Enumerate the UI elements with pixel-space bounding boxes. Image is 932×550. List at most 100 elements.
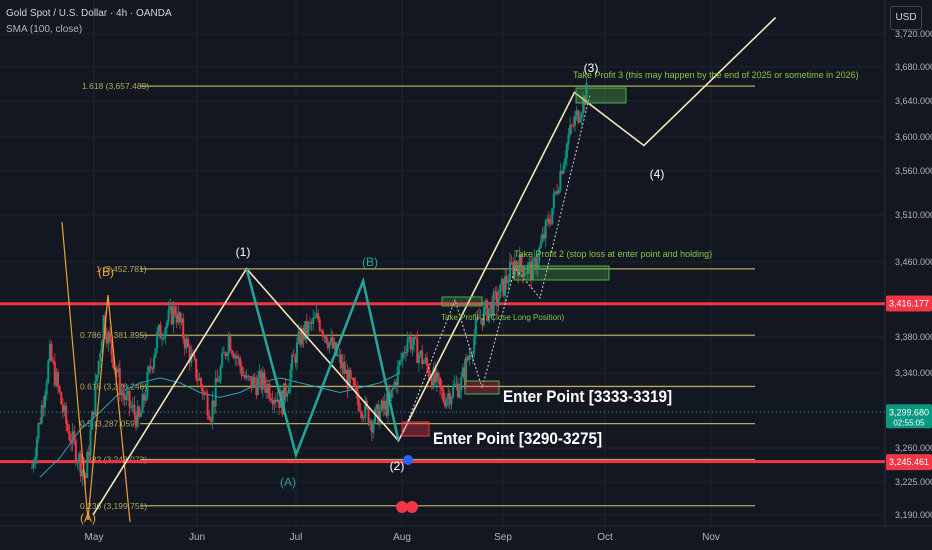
candle-body [564, 157, 567, 165]
candle-body [110, 340, 113, 356]
candle-body [549, 223, 552, 225]
candle-body [578, 118, 581, 123]
candle-body [339, 354, 342, 369]
candle-body [187, 338, 190, 347]
candle-body [182, 318, 185, 339]
candle-body [482, 306, 485, 326]
x-tick-label: Aug [393, 532, 411, 543]
candle-body [497, 298, 500, 306]
candle-body [331, 337, 334, 349]
price-tag-label: 3,299.680 [889, 407, 929, 417]
candle-body [552, 193, 555, 209]
candle-body [419, 350, 422, 355]
x-tick-label: May [85, 532, 104, 543]
candle-body [92, 411, 95, 416]
candle-body [284, 383, 287, 397]
candle-body [499, 284, 502, 299]
candle-body [295, 342, 298, 363]
candle-body [138, 406, 141, 417]
candle-body [216, 378, 219, 382]
candle-body [271, 400, 274, 405]
candle-body [63, 405, 66, 413]
candle-body [255, 382, 258, 396]
fib-level-label: 0.382 (3,248.073) [80, 455, 147, 465]
sma-line [39, 372, 401, 478]
wave-label: (A) [280, 475, 296, 489]
candle-body [391, 387, 394, 390]
candle-body [447, 393, 450, 399]
candle-body [213, 400, 216, 407]
candle-body [346, 369, 349, 389]
candle-body [404, 352, 407, 354]
candle-body [559, 171, 562, 190]
take-profit-2-box [513, 265, 610, 281]
wave-label: (3) [584, 61, 599, 75]
candle-body [534, 257, 537, 270]
candle-body [465, 357, 468, 381]
wave-label: (1) [236, 245, 251, 259]
candle-body [146, 371, 149, 397]
candle-body [426, 357, 429, 366]
candle-body [206, 394, 209, 416]
candle-body [343, 362, 346, 374]
price-tag [886, 404, 932, 429]
candle-body [239, 357, 242, 367]
candle-body [57, 372, 60, 387]
candle-body [367, 407, 370, 425]
candle-body [439, 377, 442, 387]
candle-body [178, 312, 181, 323]
fib-level-label: 1.618 (3,657.489) [82, 81, 149, 91]
candle-body [318, 319, 321, 331]
candle-body [413, 336, 416, 346]
rocket-marker [403, 455, 413, 465]
candle-body [427, 365, 430, 377]
candle-body [265, 384, 268, 393]
candle-body [100, 341, 103, 354]
candle-body [430, 378, 433, 388]
indicator-label[interactable]: SMA (100, close) [6, 24, 83, 35]
candle-body [289, 369, 292, 388]
candle-body [130, 407, 133, 409]
candle-body [456, 383, 459, 398]
currency-button[interactable]: USD [890, 6, 922, 30]
candle-body [167, 310, 170, 323]
candle-body [66, 423, 69, 432]
candle-body [149, 366, 152, 369]
candle-body [58, 386, 61, 393]
candle-body [230, 350, 233, 354]
candle-body [369, 420, 372, 425]
x-tick-label: Nov [702, 532, 720, 543]
candle-body [500, 278, 503, 285]
wave-label: (B) [362, 255, 378, 269]
candle-body [243, 374, 246, 379]
candle-body [79, 453, 82, 477]
candle-body [125, 393, 128, 400]
candle-body [333, 342, 336, 349]
candle-body [81, 469, 84, 477]
candle-body [174, 306, 177, 315]
candle-body [282, 383, 285, 415]
candle-body [440, 386, 443, 390]
candle-body [48, 343, 51, 361]
candle-body [491, 302, 494, 316]
candle-body [539, 241, 542, 248]
y-tick-label: 3,225.000 [895, 477, 932, 487]
y-tick-label: 3,380.000 [895, 332, 932, 342]
candle-body [538, 247, 541, 262]
candle-body [315, 313, 318, 318]
candle-body [378, 410, 381, 425]
candle-body [109, 332, 112, 341]
candle-body [364, 400, 367, 418]
fib-level-label: 0.618 (3,326.246) [80, 381, 147, 391]
candle-body [572, 125, 575, 127]
candle-body [71, 431, 74, 444]
candle-body [304, 321, 307, 340]
candle-body [575, 110, 578, 116]
candle-body [44, 395, 47, 408]
candle-body [74, 440, 77, 463]
candle-body [209, 419, 212, 422]
candle-body [198, 378, 201, 381]
candle-body [94, 381, 97, 416]
candle-body [372, 422, 375, 433]
